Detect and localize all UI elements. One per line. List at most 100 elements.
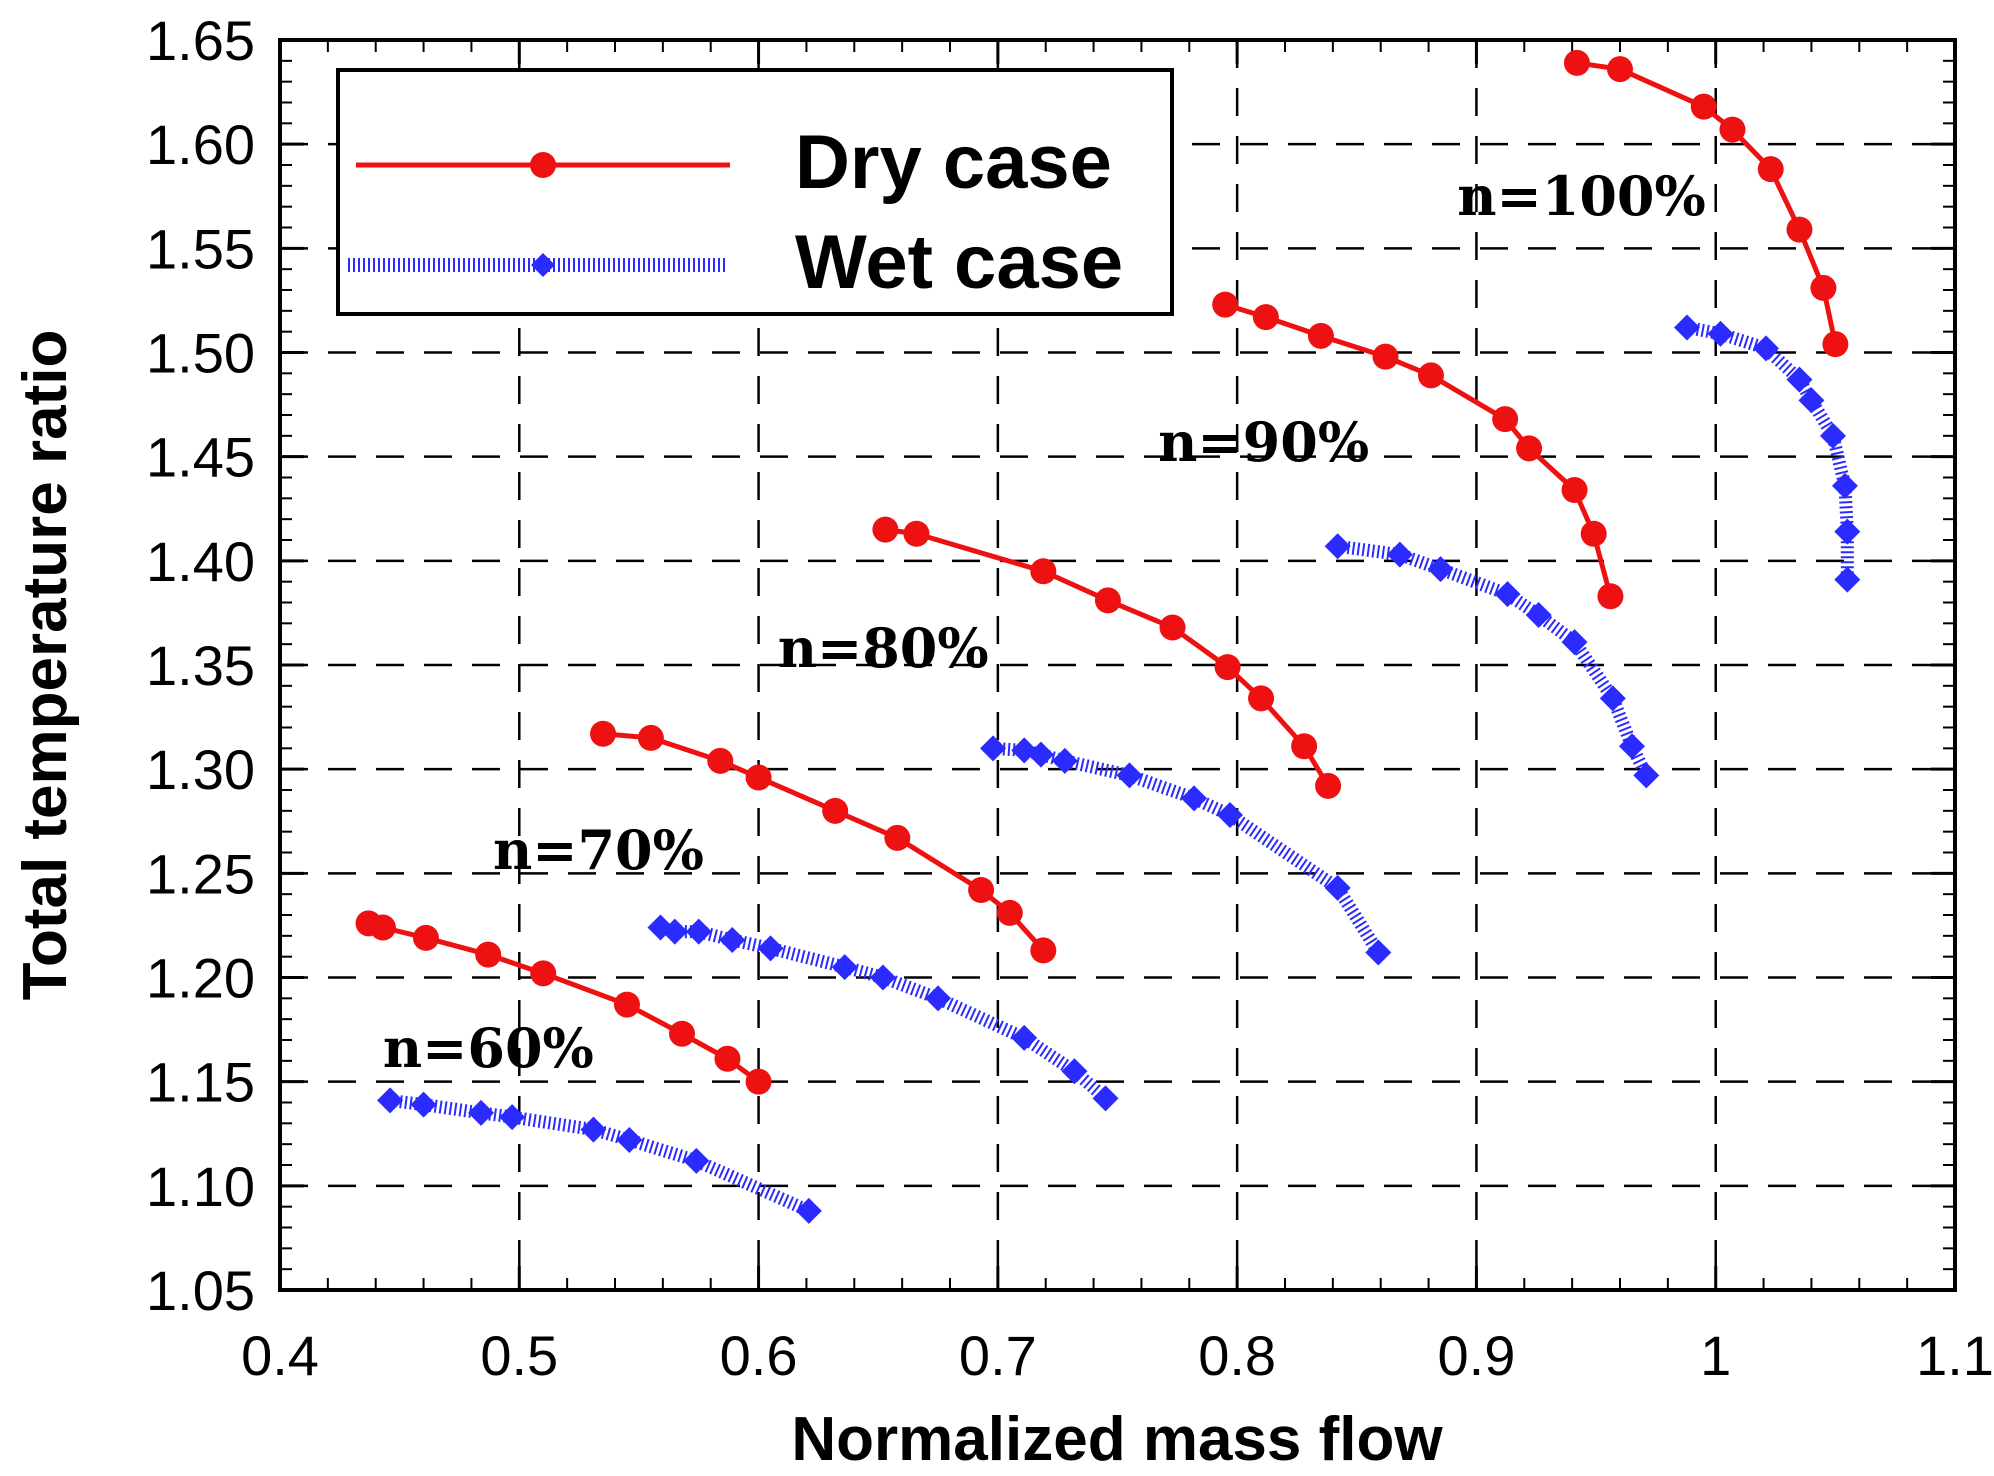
data-point-dry [714, 1045, 741, 1072]
y-tick-label: 1.40 [146, 530, 255, 593]
legend-box [336, 68, 1174, 316]
data-point-wet [580, 1116, 607, 1143]
data-point-dry [1822, 331, 1849, 358]
data-point-dry [1214, 654, 1241, 681]
data-point-wet [1752, 335, 1779, 362]
series-wet-70 [647, 914, 1119, 1112]
x-tick-label: 0.5 [480, 1324, 558, 1387]
data-point-wet [980, 735, 1007, 762]
data-point-dry [1159, 614, 1186, 641]
data-point-wet [1427, 556, 1454, 583]
data-point-wet [1834, 566, 1861, 593]
legend-dry-label: Dry case [795, 120, 1112, 205]
data-point-dry [1607, 56, 1633, 83]
data-point-wet [1061, 1058, 1088, 1085]
data-point-dry [1212, 291, 1239, 318]
speed-label: n=60% [383, 1016, 594, 1080]
data-point-wet [719, 927, 746, 953]
data-point-wet [377, 1087, 404, 1114]
data-point-dry [369, 914, 396, 941]
data-point-wet [1365, 939, 1392, 966]
series-wet-80 [980, 735, 1392, 966]
speed-label: n=100% [1457, 164, 1706, 228]
data-point-wet [1798, 387, 1825, 414]
x-tick-label: 1.1 [1916, 1324, 1994, 1387]
data-point-wet [1674, 314, 1700, 341]
x-tick-label: 0.8 [1198, 1324, 1276, 1387]
y-tick-label: 1.15 [146, 1051, 255, 1114]
data-point-dry [745, 764, 772, 791]
data-point-dry [822, 797, 849, 824]
data-point-dry [1719, 116, 1746, 143]
plot-frame [278, 38, 1957, 1292]
data-point-dry [1315, 772, 1342, 799]
data-point-dry [884, 824, 911, 851]
y-tick-label: 1.55 [146, 217, 255, 280]
x-tick-label: 0.7 [959, 1324, 1037, 1387]
data-point-dry [475, 941, 502, 968]
y-tick-label: 1.35 [146, 634, 255, 697]
series-dry-100 [1563, 49, 1849, 358]
data-point-wet [795, 1197, 822, 1224]
y-tick-label: 1.20 [146, 947, 255, 1010]
x-tick-label: 1 [1700, 1324, 1731, 1387]
data-point-wet [1027, 741, 1054, 768]
data-point-wet [831, 954, 858, 981]
tick-labels: 0.4 0.5 0.6 0.7 0.8 0.9 1 1.1 1.05 1.10 1.15 1.20 1.… [146, 9, 1994, 1387]
series-wet-90 [1324, 533, 1660, 789]
data-point-dry [1030, 937, 1057, 964]
data-point-wet [1599, 685, 1626, 712]
data-point-wet [685, 918, 712, 945]
data-point-wet [1494, 581, 1521, 608]
data-point-dry [1372, 343, 1399, 370]
series-wet-60 [377, 1087, 822, 1224]
data-point-dry [1492, 406, 1519, 433]
data-point-wet [1092, 1085, 1119, 1112]
data-point-wet [925, 985, 952, 1012]
y-tick-label: 1.30 [146, 738, 255, 801]
data-point-wet [870, 964, 896, 991]
data-point-dry [1291, 733, 1318, 760]
y-tick-label: 1.60 [146, 113, 255, 176]
data-point-dry [1563, 49, 1590, 76]
data-point-dry [1248, 685, 1275, 712]
data-point-dry [903, 520, 930, 547]
series-dry-90 [1212, 291, 1624, 610]
data-point-wet [1116, 762, 1143, 789]
speed-annotations: n=60% n=70% n=80% n=90% n=100% [383, 164, 1706, 1080]
data-point-wet [1786, 366, 1813, 393]
legend-dry-marker [530, 152, 556, 178]
data-point-wet [1618, 733, 1645, 760]
data-point-dry [590, 720, 617, 747]
data-point-wet [1324, 874, 1351, 901]
x-tick-label: 0.4 [241, 1324, 319, 1387]
data-point-wet [1011, 1024, 1038, 1051]
data-point-wet [1181, 785, 1208, 812]
data-point-wet [683, 1147, 710, 1174]
data-point-wet [1386, 541, 1413, 568]
y-axis-title: Total temperature ratio [11, 330, 80, 1001]
data-point-wet [661, 918, 688, 945]
series-wet-100 [1674, 314, 1861, 593]
data-point-dry [412, 924, 439, 951]
x-tick-label: 0.9 [1437, 1324, 1515, 1387]
speed-label: n=70% [493, 818, 704, 882]
data-point-wet [616, 1127, 643, 1153]
data-point-dry [1810, 274, 1837, 301]
data-point-dry [968, 877, 995, 903]
y-tick-label: 1.25 [146, 842, 255, 905]
data-point-dry [1690, 93, 1717, 120]
data-point-dry [1786, 216, 1813, 243]
data-point-wet [468, 1099, 494, 1126]
y-tick-label: 1.05 [146, 1259, 255, 1322]
data-point-dry [1030, 558, 1057, 585]
data-point-dry [1252, 304, 1279, 331]
data-point-wet [499, 1104, 526, 1131]
y-tick-label: 1.45 [146, 426, 255, 489]
data-point-dry [530, 960, 557, 987]
data-point-wet [1819, 422, 1846, 449]
data-point-wet [1707, 320, 1734, 347]
data-point-dry [745, 1068, 772, 1095]
data-point-dry [872, 516, 899, 543]
